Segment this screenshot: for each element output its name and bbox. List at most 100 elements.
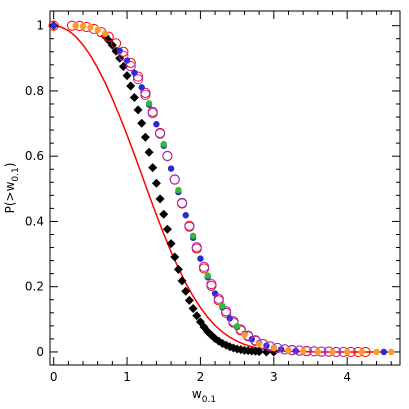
data-point-open-circle	[184, 220, 195, 231]
data-point-diamond	[151, 178, 161, 188]
y-axis-label-suffix: )	[3, 163, 17, 168]
data-point-diamond	[122, 71, 132, 81]
data-point-open-circle	[221, 306, 232, 317]
data-point-dot	[285, 347, 292, 354]
y-axis-label: P(>w0.1)	[3, 163, 21, 214]
data-point-open-circle	[162, 151, 173, 162]
data-point-open-circle	[48, 20, 59, 31]
y-axis-label-prefix: P(>w	[3, 181, 17, 213]
data-point-dot	[314, 348, 322, 355]
axis-ticks	[50, 11, 400, 365]
data-point-open-circle	[154, 128, 166, 139]
y-tick-label: 0.8	[25, 84, 44, 98]
data-point-dot	[380, 348, 388, 356]
data-point-dot	[87, 24, 94, 31]
plot-frame	[49, 10, 401, 366]
data-point-open-circle	[235, 324, 246, 335]
data-point-dot	[211, 290, 219, 297]
y-tick-label: 0.2	[25, 280, 44, 294]
data-point-dot	[204, 272, 211, 279]
x-tick-label: 3	[270, 370, 278, 384]
tick-labels: 0 1 2 3 4 0 0.2 0.4 0.6 0.8 1	[25, 19, 351, 384]
data-point-open-circle	[110, 38, 122, 49]
data-point-dot	[219, 302, 226, 310]
data-point-open-circle	[213, 293, 224, 304]
data-point-dot	[79, 23, 87, 30]
data-point-dot	[182, 212, 189, 219]
y-tick-label: 0.6	[25, 149, 44, 163]
y-tick-label: 0	[36, 345, 44, 359]
data-point-diamond	[254, 347, 264, 357]
data-point-dot	[94, 26, 101, 34]
data-point-open-circle	[228, 316, 239, 327]
data-point-dot	[153, 121, 160, 128]
data-point-dot	[189, 232, 197, 239]
data-point-diamond	[129, 92, 139, 102]
data-point-dot	[101, 30, 109, 38]
data-point-dot	[387, 348, 395, 356]
data-point-dot	[160, 140, 167, 148]
x-axis-label-sub: 0.1	[202, 395, 216, 405]
data-point-diamond	[192, 311, 202, 321]
data-point-open-circle	[140, 89, 151, 100]
data-point-diamond	[173, 264, 183, 274]
data-point-dot	[72, 22, 79, 29]
data-point-dot	[175, 186, 182, 194]
data-point-diamond	[162, 224, 172, 234]
data-point-open-circle	[132, 74, 144, 85]
data-point-dot	[138, 84, 145, 91]
data-point-open-circle	[132, 71, 144, 82]
x-tick-label: 2	[197, 370, 205, 384]
data-point-dot	[50, 22, 57, 29]
y-tick-label: 0.4	[25, 214, 44, 228]
data-point-diamond	[166, 239, 176, 249]
x-axis-label-main: w	[192, 387, 202, 401]
data-point-diamond	[155, 194, 165, 204]
data-point-diamond	[140, 132, 150, 142]
data-point-diamond	[188, 304, 198, 314]
data-point-diamond	[261, 347, 271, 357]
data-point-dot	[197, 255, 204, 262]
data-point-dot	[145, 100, 153, 107]
data-point-dot	[277, 346, 285, 353]
x-tick-label: 0	[50, 370, 58, 384]
data-point-open-circle	[198, 261, 210, 272]
data-point-dot	[255, 340, 263, 347]
data-point-dot	[358, 348, 366, 356]
data-points	[48, 20, 395, 358]
data-point-dot	[167, 165, 175, 172]
data-point-dot	[373, 348, 380, 356]
data-point-open-circle	[118, 50, 129, 61]
data-point-diamond	[177, 276, 187, 286]
data-point-dot	[299, 347, 307, 355]
y-axis-label-sub: 0.1	[11, 167, 21, 181]
data-point-dot	[131, 69, 138, 76]
data-point-open-circle	[191, 242, 202, 253]
data-point-diamond	[118, 61, 128, 71]
data-point-open-circle	[147, 108, 158, 119]
data-point-open-circle	[169, 174, 180, 185]
data-point-open-circle	[206, 278, 217, 290]
data-point-dot	[329, 348, 336, 356]
data-point-diamond	[170, 252, 180, 262]
data-point-dot	[248, 336, 255, 343]
x-tick-label: 4	[343, 370, 351, 384]
data-point-diamond	[184, 295, 194, 305]
data-point-diamond	[137, 118, 147, 128]
data-point-open-circle	[125, 61, 136, 72]
data-point-diamond	[126, 81, 136, 91]
data-point-diamond	[133, 105, 143, 115]
data-point-diamond	[181, 286, 191, 296]
data-point-dot	[263, 342, 270, 349]
data-point-open-circle	[176, 197, 188, 208]
data-point-diamond	[144, 147, 154, 157]
x-tick-label: 1	[123, 370, 131, 384]
data-point-dot	[233, 322, 241, 330]
data-point-dot	[116, 47, 123, 55]
data-point-dot	[343, 348, 351, 356]
data-point-dot	[292, 347, 300, 355]
y-tick-label: 1	[36, 19, 44, 33]
data-point-dot	[270, 344, 277, 352]
data-point-diamond	[159, 209, 169, 219]
